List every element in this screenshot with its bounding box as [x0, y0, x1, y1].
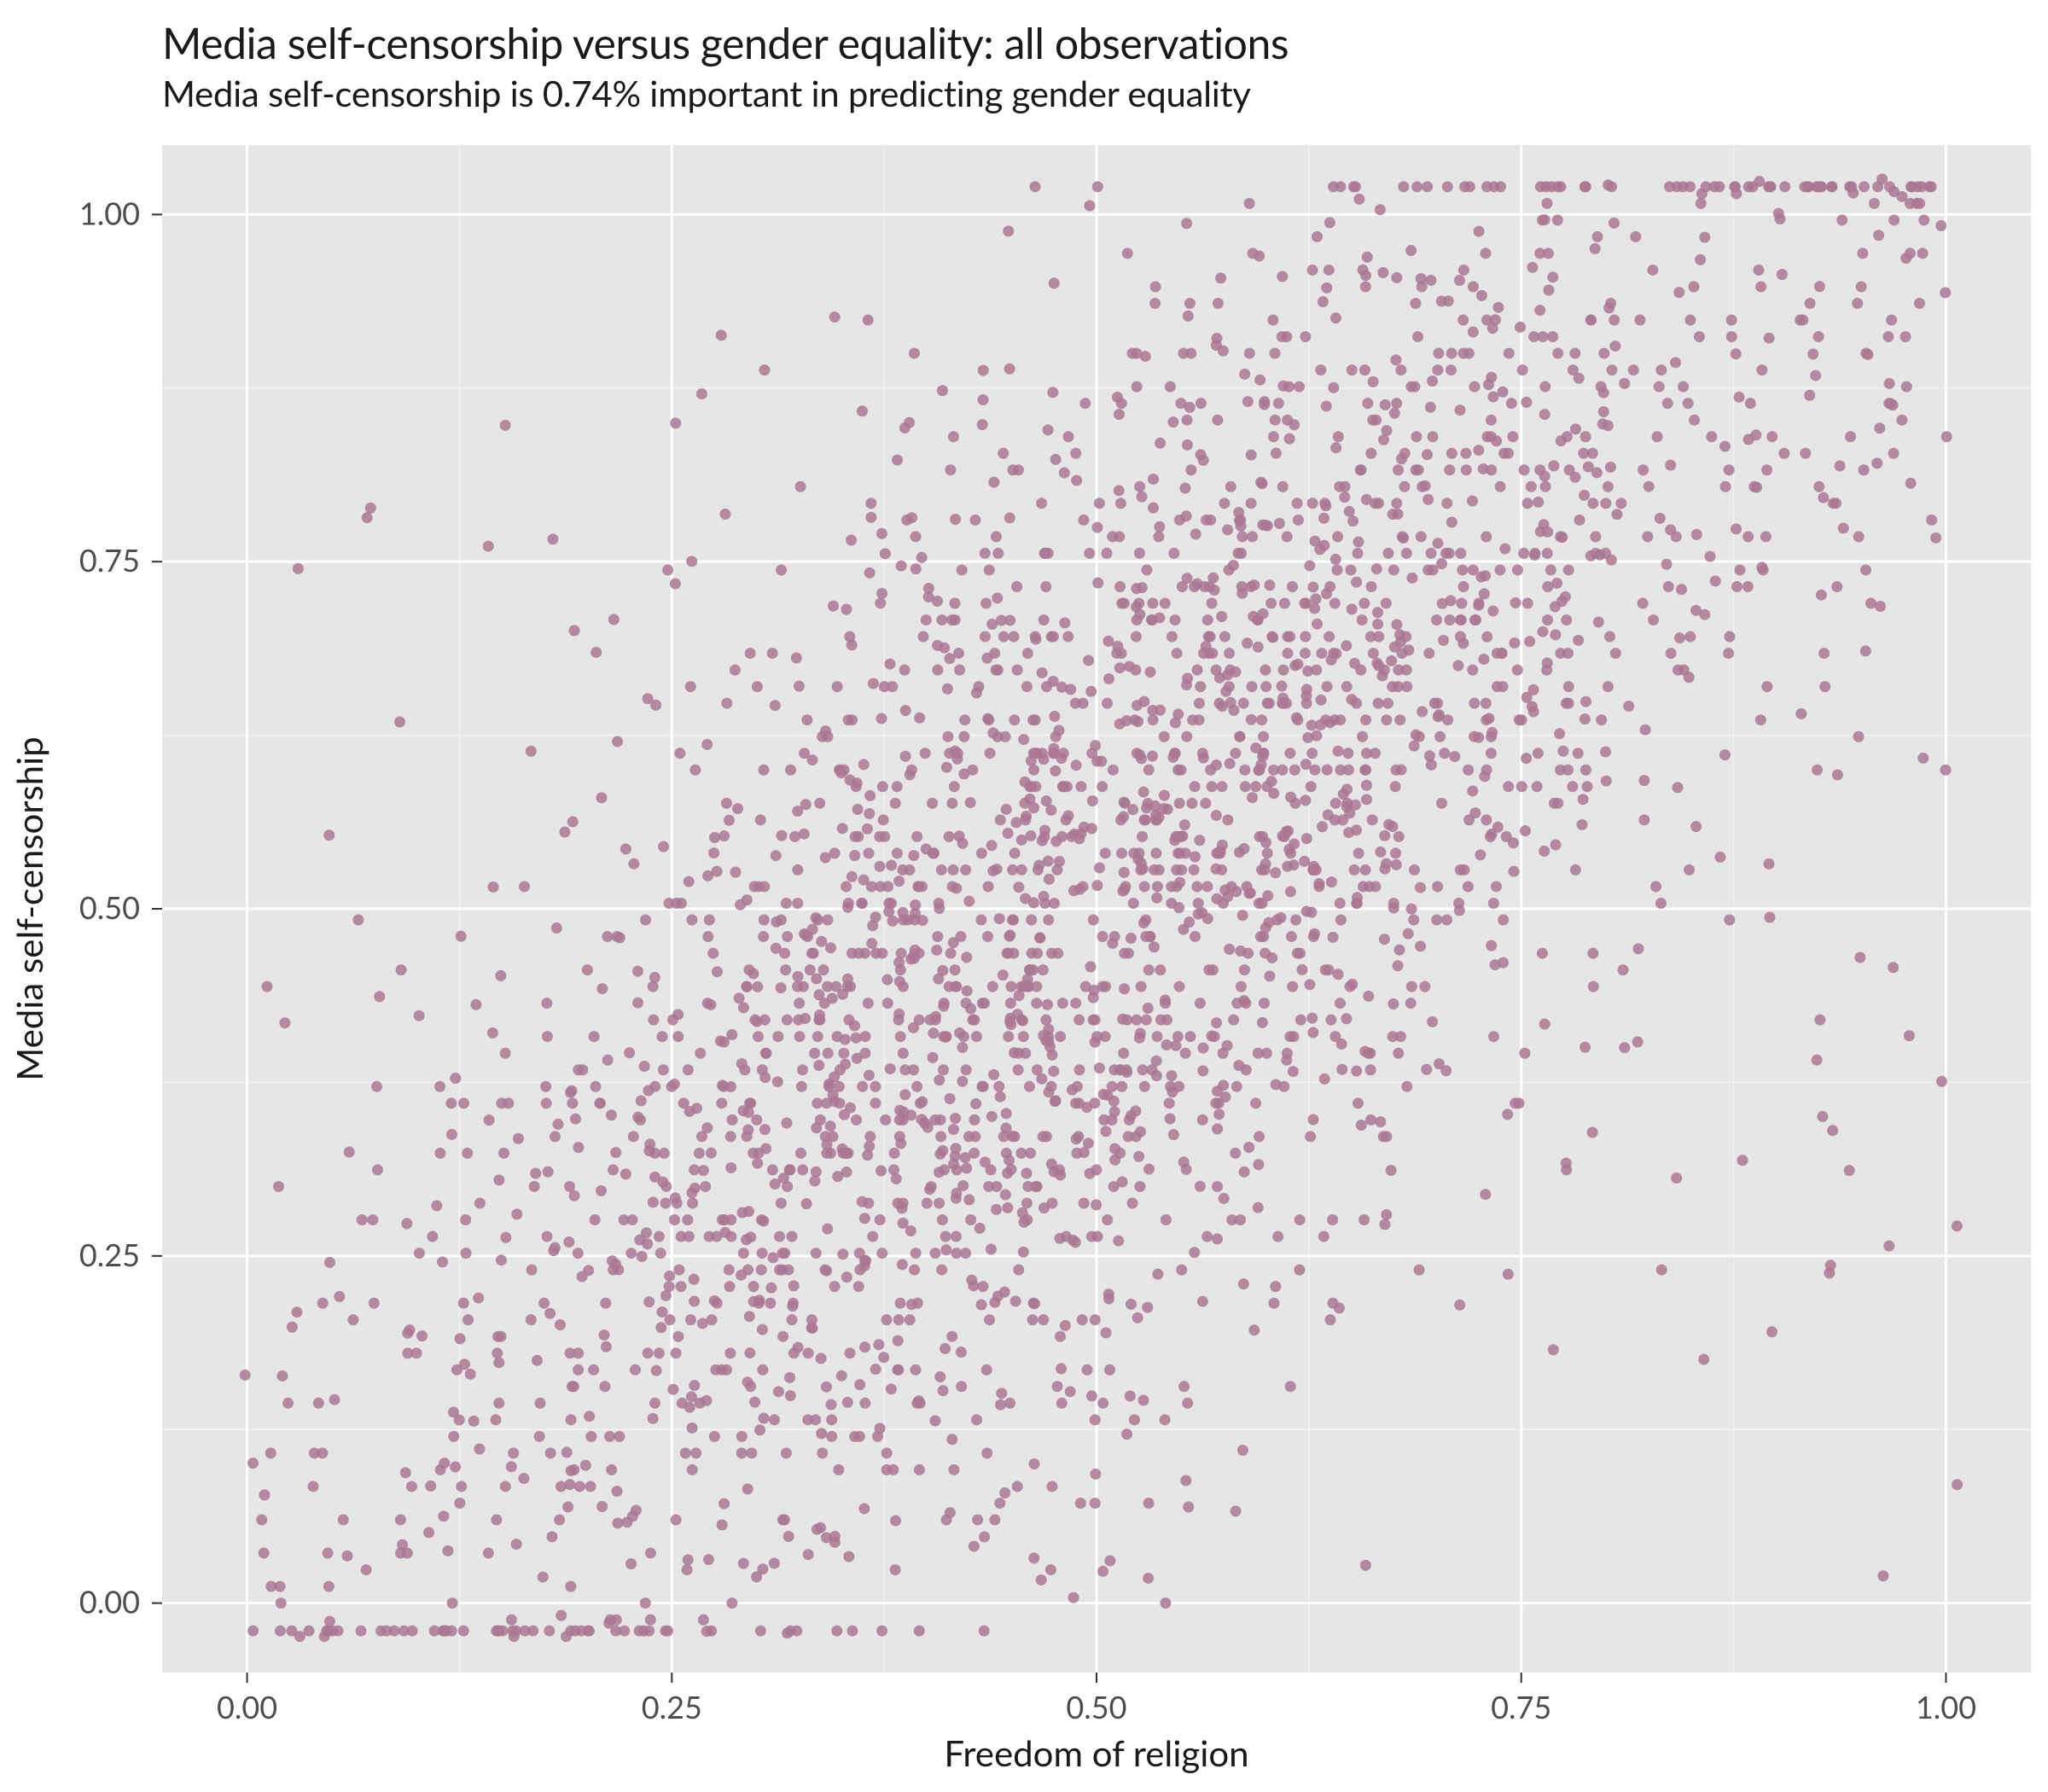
chart-container: Media self-censorship versus gender equa…	[0, 0, 2048, 1792]
svg-text:0.25: 0.25	[79, 1236, 140, 1273]
svg-text:1.00: 1.00	[79, 194, 140, 231]
y-axis-label: Media self-censorship	[8, 736, 50, 1080]
chart-subtitle: Media self-censorship is 0.74% important…	[162, 72, 1289, 114]
svg-text:0.50: 0.50	[79, 888, 140, 926]
title-block: Media self-censorship versus gender equa…	[162, 17, 1289, 114]
svg-text:0.00: 0.00	[79, 1583, 140, 1620]
svg-text:1.00: 1.00	[1916, 1688, 1976, 1725]
svg-text:0.75: 0.75	[1491, 1688, 1551, 1725]
svg-text:0.50: 0.50	[1066, 1688, 1126, 1725]
svg-text:0.00: 0.00	[217, 1688, 277, 1725]
scatter-plot: 0.00 0.25 0.50 0.75 1.00 0.00 0.25 0.50 0.75 1.00…	[0, 0, 2048, 1792]
chart-title: Media self-censorship versus gender equa…	[162, 17, 1289, 68]
svg-text:0.25: 0.25	[642, 1688, 702, 1725]
svg-text:0.75: 0.75	[79, 541, 140, 579]
x-axis-label: Freedom of religion	[944, 1731, 1248, 1774]
